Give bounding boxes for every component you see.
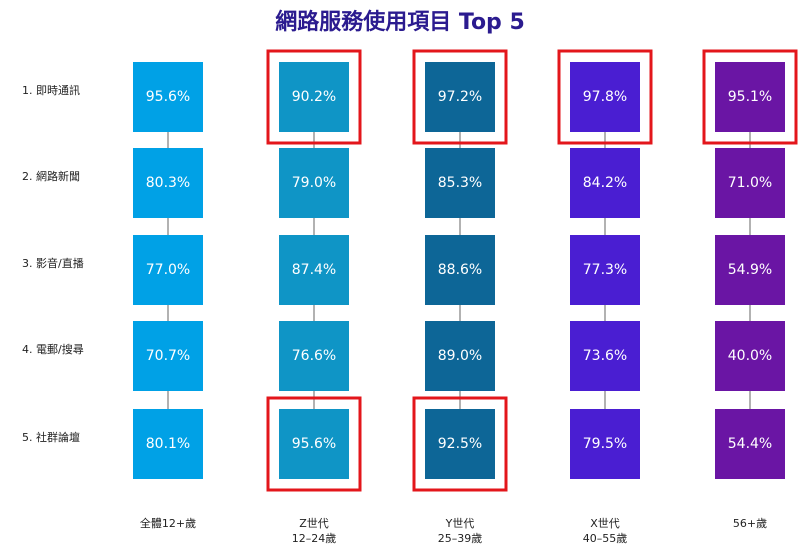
value-label: 40.0% [728,348,772,364]
cell [425,235,495,305]
cell [133,409,203,479]
column-label: 56+歲 [733,516,767,530]
value-label: 73.6% [583,348,627,364]
column-label: 全體12+歲 [140,516,196,530]
value-label: 70.7% [146,348,190,364]
cell [279,409,349,479]
cell [570,148,640,218]
value-label: 80.1% [146,436,190,452]
value-label: 95.6% [146,89,190,105]
value-label: 84.2% [583,175,627,191]
cell [425,62,495,132]
column-label: Y世代 [445,517,475,530]
column-label: X世代 [590,517,620,530]
cell [279,235,349,305]
value-label: 54.4% [728,436,772,452]
row-label: 5. 社群論壇 [22,430,80,444]
row-label: 1. 即時通訊 [22,83,80,97]
cell [279,62,349,132]
column-label: 40–55歲 [583,531,628,545]
cell [570,62,640,132]
highlight-box [266,49,362,145]
row-label: 4. 電郵/搜尋 [22,342,84,356]
value-label: 85.3% [438,175,482,191]
highlight-box [266,396,362,492]
highlight-box [557,49,653,145]
cell [715,321,785,391]
value-label: 79.0% [292,175,336,191]
cell [715,235,785,305]
value-label: 97.8% [583,89,627,105]
column-label: 25–39歲 [438,531,483,545]
highlight-box [702,49,798,145]
value-label: 92.5% [438,436,482,452]
column-label: 12–24歲 [292,531,337,545]
value-label: 95.6% [292,436,336,452]
value-label: 77.0% [146,262,190,278]
value-label: 89.0% [438,348,482,364]
cell [133,62,203,132]
row-label: 2. 網路新聞 [22,169,80,183]
value-label: 79.5% [583,436,627,452]
cell [570,235,640,305]
value-label: 76.6% [292,348,336,364]
cell [715,148,785,218]
value-label: 77.3% [583,262,627,278]
chart-title: 網路服務使用項目 Top 5 [275,9,525,35]
highlight-box [412,396,508,492]
cell [425,409,495,479]
cell [570,409,640,479]
cell [425,321,495,391]
value-label: 88.6% [438,262,482,278]
cell [425,148,495,218]
cell [279,321,349,391]
value-label: 90.2% [292,89,336,105]
value-label: 97.2% [438,89,482,105]
cell [133,148,203,218]
cell [133,235,203,305]
row-label: 3. 影音/直播 [22,256,84,270]
value-label: 71.0% [728,175,772,191]
cell [570,321,640,391]
highlight-box [412,49,508,145]
value-label: 87.4% [292,262,336,278]
value-label: 54.9% [728,262,772,278]
value-label: 80.3% [146,175,190,191]
cell [715,409,785,479]
cell [279,148,349,218]
column-label: Z世代 [299,517,329,530]
cell [715,62,785,132]
value-label: 95.1% [728,89,772,105]
cell [133,321,203,391]
